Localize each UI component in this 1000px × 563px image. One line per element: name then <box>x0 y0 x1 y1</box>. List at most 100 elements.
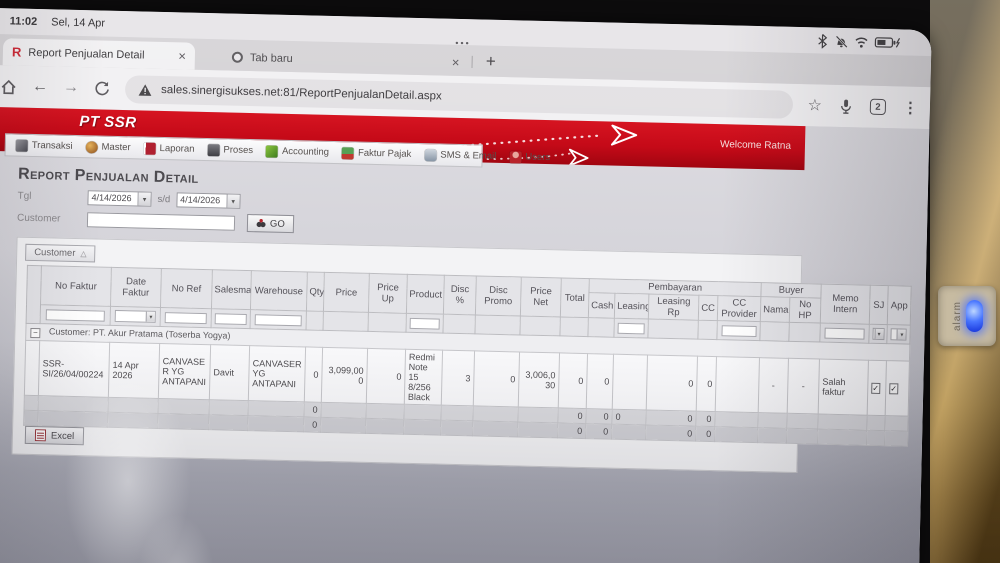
cell-leasing <box>612 354 648 410</box>
filter-salesman[interactable] <box>214 312 247 325</box>
home-icon[interactable] <box>0 79 17 94</box>
new-tab-button[interactable]: + <box>485 51 497 71</box>
browser-toolbar: ← → sales.sinergisukses.net:81/ReportPen… <box>0 64 931 130</box>
browser-menu-icon[interactable]: ⋮ <box>902 99 919 117</box>
col-header[interactable]: No Faktur <box>40 265 112 307</box>
date-from-select[interactable]: 4/14/2026 ▾ <box>87 190 152 207</box>
col-header[interactable]: No Ref <box>160 268 213 309</box>
tab-close-icon[interactable]: × <box>451 54 460 70</box>
col-header[interactable]: Disc % <box>443 275 477 315</box>
excel-export-button[interactable]: Excel <box>24 425 85 446</box>
menu-item-users[interactable]: Users <box>509 150 551 164</box>
reload-icon[interactable] <box>94 80 110 96</box>
filter-leasing[interactable] <box>617 322 645 334</box>
filter-no-ref[interactable] <box>164 311 208 324</box>
footer-total: 0 <box>557 422 586 439</box>
cell-cash: 0 <box>586 353 614 410</box>
col-header[interactable]: Qty <box>306 271 325 312</box>
date-to-value: 4/14/2026 <box>180 194 221 206</box>
chevron-down-icon: ▾ <box>873 328 884 340</box>
col-header[interactable]: Salesman <box>211 269 252 310</box>
menu-label: Users <box>525 151 551 164</box>
back-icon[interactable]: ← <box>31 77 49 96</box>
laporan-icon <box>143 142 156 155</box>
overflow-dots[interactable]: ••• <box>455 37 471 49</box>
tab-report-penjualan-detail[interactable]: R Report Penjualan Detail × <box>2 38 196 70</box>
col-header[interactable]: Price <box>323 272 370 313</box>
cell-total: 0 <box>558 352 588 409</box>
col-header[interactable]: Memo Intern <box>820 284 871 325</box>
customer-input[interactable] <box>86 211 236 231</box>
filter-cc-provider[interactable] <box>720 324 757 337</box>
sort-asc-icon: △ <box>80 249 87 259</box>
app-checkbox-checked[interactable]: ✓ <box>889 383 899 395</box>
col-header[interactable]: Total <box>560 277 590 318</box>
menu-label: Laporan <box>159 142 195 155</box>
laptop-screen: 11:02 Sel, 14 Apr <box>0 8 932 563</box>
microphone-icon[interactable] <box>839 97 853 114</box>
menu-item-transaksi[interactable]: Transaksi <box>15 139 73 152</box>
alarm-led-light <box>965 300 983 332</box>
col-header[interactable]: App <box>887 285 912 326</box>
cell-price-up: 0 <box>366 348 406 405</box>
col-header[interactable]: CC <box>698 295 718 321</box>
footer-total: 0 <box>557 407 587 424</box>
wood-desk-reflection <box>930 0 1000 563</box>
status-bar: 11:02 Sel, 14 Apr <box>0 8 932 57</box>
footer-cc: 0 <box>695 426 715 442</box>
col-header[interactable]: Warehouse <box>250 270 308 311</box>
collapse-group-icon[interactable]: − <box>30 327 41 339</box>
forward-icon[interactable]: → <box>62 78 80 97</box>
filter-app[interactable]: ▾ <box>890 328 908 341</box>
default-favicon-icon <box>231 51 244 63</box>
tab-tab-baru[interactable]: Tab baru <box>223 43 384 74</box>
tab-switcher-count[interactable]: 2 <box>869 98 887 116</box>
wifi-icon <box>855 37 868 48</box>
sj-checkbox-checked[interactable]: ✓ <box>871 382 881 394</box>
transaksi-icon <box>15 139 28 152</box>
tab-label: Report Penjualan Detail <box>28 46 145 62</box>
menu-item-master[interactable]: Master <box>85 140 131 154</box>
tab-close-icon[interactable]: × <box>178 48 187 64</box>
chevron-down-icon[interactable]: ▾ <box>137 192 151 206</box>
col-header[interactable]: CC Provider <box>717 295 761 322</box>
menu-item-accounting[interactable]: Accounting <box>265 144 329 158</box>
menu-item-sms-email[interactable]: SMS & Email <box>424 148 496 163</box>
url-bar[interactable]: sales.sinergisukses.net:81/ReportPenjual… <box>124 75 793 119</box>
group-header-buyer: Buyer <box>760 282 822 299</box>
col-header[interactable]: Nama <box>760 296 790 323</box>
col-header[interactable]: Product <box>406 274 445 315</box>
excel-icon <box>34 429 47 442</box>
accounting-icon <box>265 144 279 158</box>
date-to-select[interactable]: 4/14/2026 ▾ <box>176 192 241 209</box>
footer-cash: 0 <box>585 423 612 440</box>
bookmark-star-icon[interactable]: ☆ <box>807 97 823 115</box>
col-header[interactable]: Disc Promo <box>475 275 522 316</box>
alarm-device-label: alarm <box>951 300 963 331</box>
filter-date-faktur[interactable]: ▾ <box>114 309 157 323</box>
col-header[interactable]: SJ <box>869 285 889 325</box>
cell-disc-promo: 0 <box>473 350 520 407</box>
filter-warehouse[interactable] <box>254 313 302 326</box>
go-button[interactable]: GO <box>246 214 294 234</box>
col-header[interactable]: Leasing Rp <box>648 294 699 321</box>
col-header[interactable]: Price Net <box>520 276 562 317</box>
group-by-customer-chip[interactable]: Customer △ <box>25 243 96 263</box>
welcome-user-text: Welcome Ratna <box>719 139 792 152</box>
col-header[interactable]: Price Up <box>368 273 408 314</box>
filter-memo-intern[interactable] <box>824 327 865 340</box>
filter-sj[interactable]: ▾ <box>872 327 885 341</box>
col-header[interactable]: Leasing <box>614 293 649 320</box>
report-grid: No Faktur Date Faktur No Ref Salesman Wa… <box>23 264 912 447</box>
menu-item-proses[interactable]: Proses <box>207 143 253 157</box>
filter-no-faktur[interactable] <box>45 308 106 322</box>
col-header[interactable]: Date Faktur <box>110 267 162 308</box>
menu-item-faktur-pajak[interactable]: Faktur Pajak <box>341 146 412 161</box>
col-header[interactable]: No HP <box>789 297 821 324</box>
col-header[interactable]: Cash <box>588 292 615 319</box>
chevron-down-icon[interactable]: ▾ <box>226 194 240 208</box>
footer-cc: 0 <box>695 411 716 427</box>
menu-item-laporan[interactable]: Laporan <box>143 142 195 155</box>
go-label: GO <box>269 218 285 230</box>
filter-product[interactable] <box>409 317 440 330</box>
